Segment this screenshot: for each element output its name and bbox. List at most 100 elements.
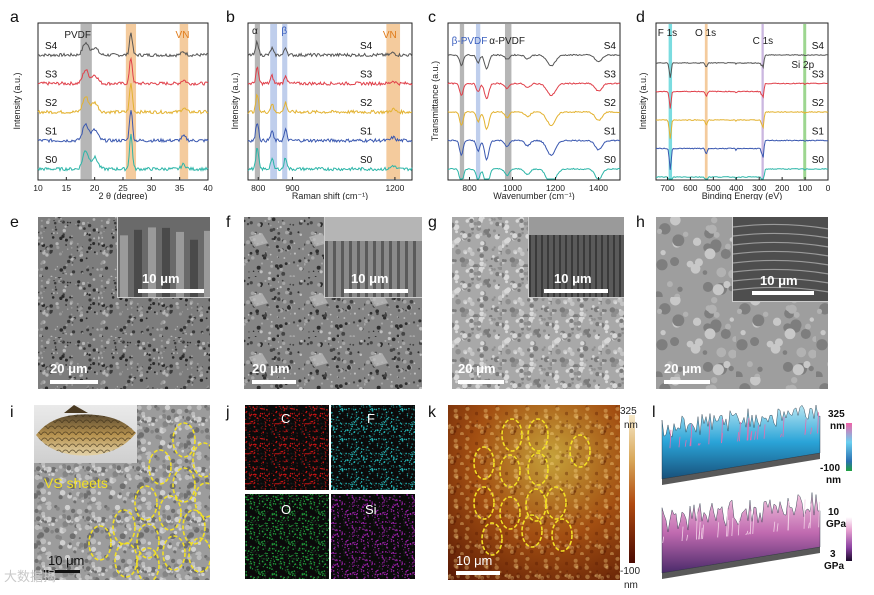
sample-label-b-S1: S1	[360, 127, 373, 138]
sample-label-c-S2: S2	[604, 98, 617, 109]
tick-label-c-1: 1000	[503, 183, 522, 193]
surface-spike	[809, 503, 812, 529]
band-c-1	[475, 24, 481, 179]
band-label-b-0: α	[252, 26, 258, 37]
vs-sheet-outline	[545, 486, 567, 520]
line-b-S3	[247, 66, 413, 87]
vs-sheet-outline	[158, 495, 182, 531]
scale-bar-g	[458, 380, 504, 384]
surface-spike	[776, 523, 779, 532]
tick-label-c-3: 1400	[589, 183, 608, 193]
sem-inset-h	[732, 217, 828, 302]
surface-spike	[684, 439, 687, 447]
surface-spike	[754, 431, 756, 440]
plot-d-ylabel: Intensity (a.u.)	[638, 72, 648, 129]
vs-sheet-outline	[148, 449, 172, 485]
surface-spike	[702, 524, 704, 539]
line-a-S4	[37, 32, 209, 58]
sample-label-d-S2: S2	[812, 98, 825, 109]
tick-label-a-3: 25	[118, 183, 128, 193]
surface-spike	[698, 443, 701, 446]
scale-bar-k	[456, 571, 500, 575]
scale-label-k: 10 μm	[456, 553, 493, 568]
line-a-S0	[37, 133, 209, 172]
surface-spike	[686, 534, 689, 541]
vs-sheet-outline	[112, 509, 136, 545]
surface-spike	[763, 424, 766, 439]
surface-spike	[803, 499, 806, 529]
scale-label-f: 20 μm	[252, 361, 290, 376]
tick-label-b-0: 800	[251, 183, 265, 193]
sample-label-d-S1: S1	[812, 127, 825, 138]
eds-maps: C F O Si	[245, 405, 415, 579]
surface-spike	[708, 421, 711, 445]
l-bot-max: 10	[828, 507, 840, 518]
vs-sheet-outline	[194, 482, 210, 518]
surface-spike	[780, 433, 782, 438]
band-label-d-3: Si 2p	[791, 60, 814, 71]
tick-label-d-7: 0	[826, 183, 831, 193]
tick-label-d-1: 600	[683, 183, 697, 193]
scale-label-h: 20 μm	[664, 361, 702, 376]
l-bot-min: 3	[830, 549, 836, 560]
band-label-a-0: PVDF	[64, 30, 91, 41]
scale-bar-inset-f	[344, 289, 408, 293]
line-c-S4	[447, 53, 620, 70]
surface-3d	[661, 492, 821, 574]
tick-label-a-2: 20	[90, 183, 100, 193]
vs-sheet-outline	[521, 514, 543, 548]
tick-label-a-1: 15	[62, 183, 72, 193]
band-label-b-2: β	[281, 26, 287, 37]
surface-spike	[782, 416, 785, 437]
scale-label-inset-f: 10 μm	[351, 271, 389, 286]
plot-c: 800 1000 1200 1400 S4 S3 S2 S1 S0 β-PVDF α-PVDF Wa…	[430, 22, 621, 200]
afm-3d-plots: 325 nm -100 nm 10 GPa 3 GPa	[661, 405, 852, 579]
plot-b-ylabel: Intensity (a.u.)	[230, 72, 240, 129]
vs-sheet-outline	[182, 509, 206, 545]
band-d-0	[668, 24, 673, 179]
line-d-S0	[656, 168, 829, 180]
sample-label-d-S0: S0	[812, 155, 825, 166]
panel-letter-a: a	[10, 9, 19, 26]
vs-sheet-outline	[172, 422, 196, 458]
sem-inset-f	[324, 217, 422, 298]
panel-letter-k: k	[428, 404, 436, 421]
sample-label-c-S3: S3	[604, 70, 617, 81]
plot-d-xlabel: Binding Energy (eV)	[702, 191, 783, 200]
vs-sheet-outline	[527, 452, 549, 486]
surface-spike	[746, 422, 749, 441]
eds-label-c: C	[281, 411, 291, 426]
vs-sheet-outline	[192, 442, 210, 478]
band-label-d-0: F 1s	[658, 28, 677, 39]
band-a-0	[80, 24, 92, 179]
panel-letter-c: c	[428, 9, 436, 26]
eds-map-f: F	[331, 405, 415, 490]
vs-sheet-outline	[499, 454, 521, 488]
vs-sheet-outline	[527, 418, 549, 452]
sample-label-a-S4: S4	[45, 41, 58, 52]
band-b-3	[386, 24, 401, 179]
surface-spike	[678, 436, 681, 448]
scale-label-inset-g: 10 μm	[554, 271, 592, 286]
band-b-0	[254, 24, 260, 179]
tick-label-d-6: 100	[798, 183, 812, 193]
afm-3d-topography	[661, 405, 821, 485]
sample-label-b-S3: S3	[360, 70, 373, 81]
afm-3d-modulus	[661, 492, 821, 579]
sample-label-c-S1: S1	[604, 127, 617, 138]
tick-label-a-5: 35	[175, 183, 185, 193]
vs-sheet-outline	[88, 525, 112, 561]
vs-sheets-label: VS sheets	[44, 475, 108, 491]
vs-sheet-outline	[136, 547, 160, 580]
sem-inset-g	[528, 217, 624, 298]
band-label-d-2: C 1s	[753, 36, 774, 47]
line-b-S0	[247, 147, 413, 172]
sample-label-b-S2: S2	[360, 98, 373, 109]
tick-label-d-2: 500	[706, 183, 720, 193]
plot-b: 800 900 1200 S4 S3 S2 S1 S0 α β VN Raman shift (cm…	[230, 22, 413, 200]
plot-b-xlabel: Raman shift (cm⁻¹)	[292, 191, 368, 200]
cbar-min: -100	[620, 566, 641, 577]
scale-bar-inset-g	[544, 289, 608, 293]
band-c-0	[459, 24, 465, 179]
surface-spike	[731, 517, 734, 537]
